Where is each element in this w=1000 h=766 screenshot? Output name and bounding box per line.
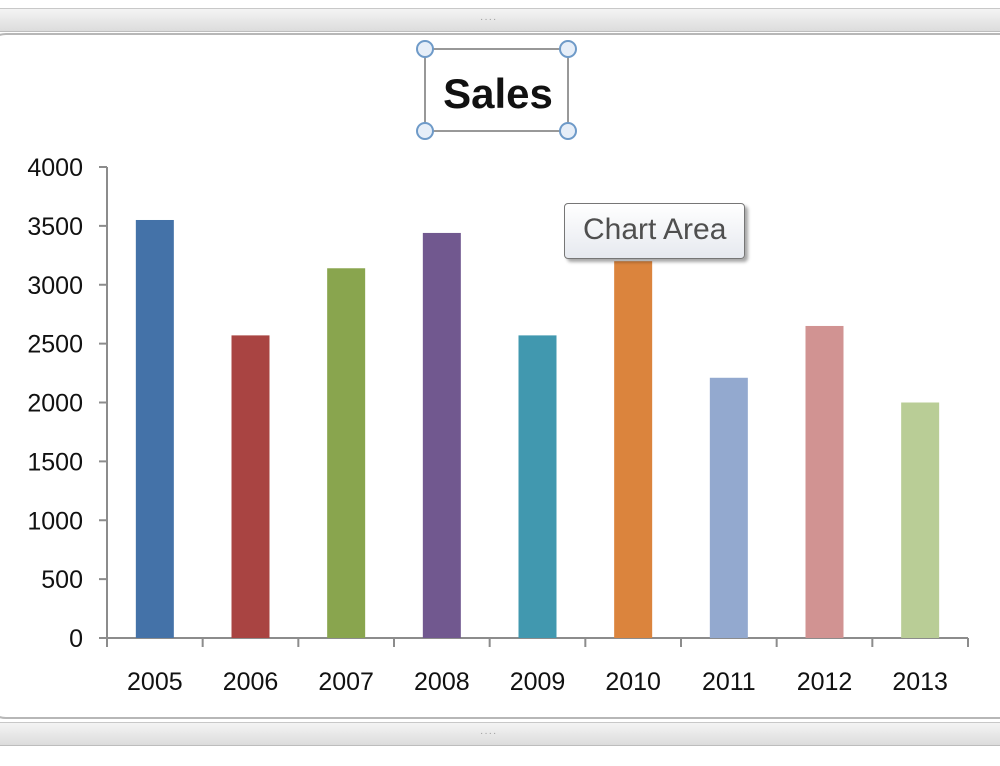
resize-grip-icon[interactable]: ····: [480, 728, 498, 739]
y-tick-label: 2500: [27, 331, 83, 359]
bottom-frame-border[interactable]: ····: [0, 722, 1000, 746]
y-tick-label: 0: [69, 625, 83, 653]
y-tick-label: 3500: [27, 213, 83, 241]
bar-2013[interactable]: [901, 402, 940, 639]
bar-2012[interactable]: [805, 325, 844, 638]
x-tick-label: 2013: [892, 668, 948, 696]
top-frame-border[interactable]: ····: [0, 8, 1000, 32]
bar-2007[interactable]: [327, 268, 366, 638]
resize-handle-icon[interactable]: [416, 40, 434, 58]
x-tick-label: 2006: [223, 668, 279, 696]
y-tick-label: 1500: [27, 448, 83, 476]
x-tick-label: 2005: [127, 668, 183, 696]
bar-2009[interactable]: [518, 335, 557, 638]
y-tick-label: 3000: [27, 272, 83, 300]
resize-grip-icon[interactable]: ····: [480, 14, 498, 25]
chart-title[interactable]: Sales: [443, 70, 553, 117]
x-tick-label: 2011: [702, 668, 756, 696]
y-tick-label: 500: [41, 566, 83, 594]
x-tick-label: 2007: [318, 668, 374, 696]
bar-2010[interactable]: [614, 261, 653, 638]
chart-title-box[interactable]: Sales: [416, 40, 577, 140]
x-axis: 2005 2006 2007 2008 2009 2010 2011 2012 2013: [106, 637, 969, 696]
chart-area-tooltip: Chart Area: [564, 203, 746, 259]
x-tick-label: 2009: [510, 668, 566, 696]
y-tick-label: 2000: [27, 390, 83, 418]
x-tick-label: 2008: [414, 668, 470, 696]
x-tick-label: 2010: [605, 668, 661, 696]
x-tick-label: 2012: [797, 668, 853, 696]
y-axis: 0 500 1000 1500 2000 2500 3000 3500 4000: [27, 154, 108, 653]
resize-handle-icon[interactable]: [559, 40, 577, 58]
bars: [135, 219, 940, 639]
y-tick-label: 4000: [27, 154, 83, 182]
bar-2008[interactable]: [422, 232, 461, 638]
bar-2005[interactable]: [135, 219, 174, 639]
bar-2006[interactable]: [231, 335, 270, 638]
y-tick-label: 1000: [27, 507, 83, 535]
title-selection-frame[interactable]: [424, 48, 569, 132]
bar-2011[interactable]: [709, 377, 748, 638]
resize-handle-icon[interactable]: [416, 122, 434, 140]
resize-handle-icon[interactable]: [559, 122, 577, 140]
